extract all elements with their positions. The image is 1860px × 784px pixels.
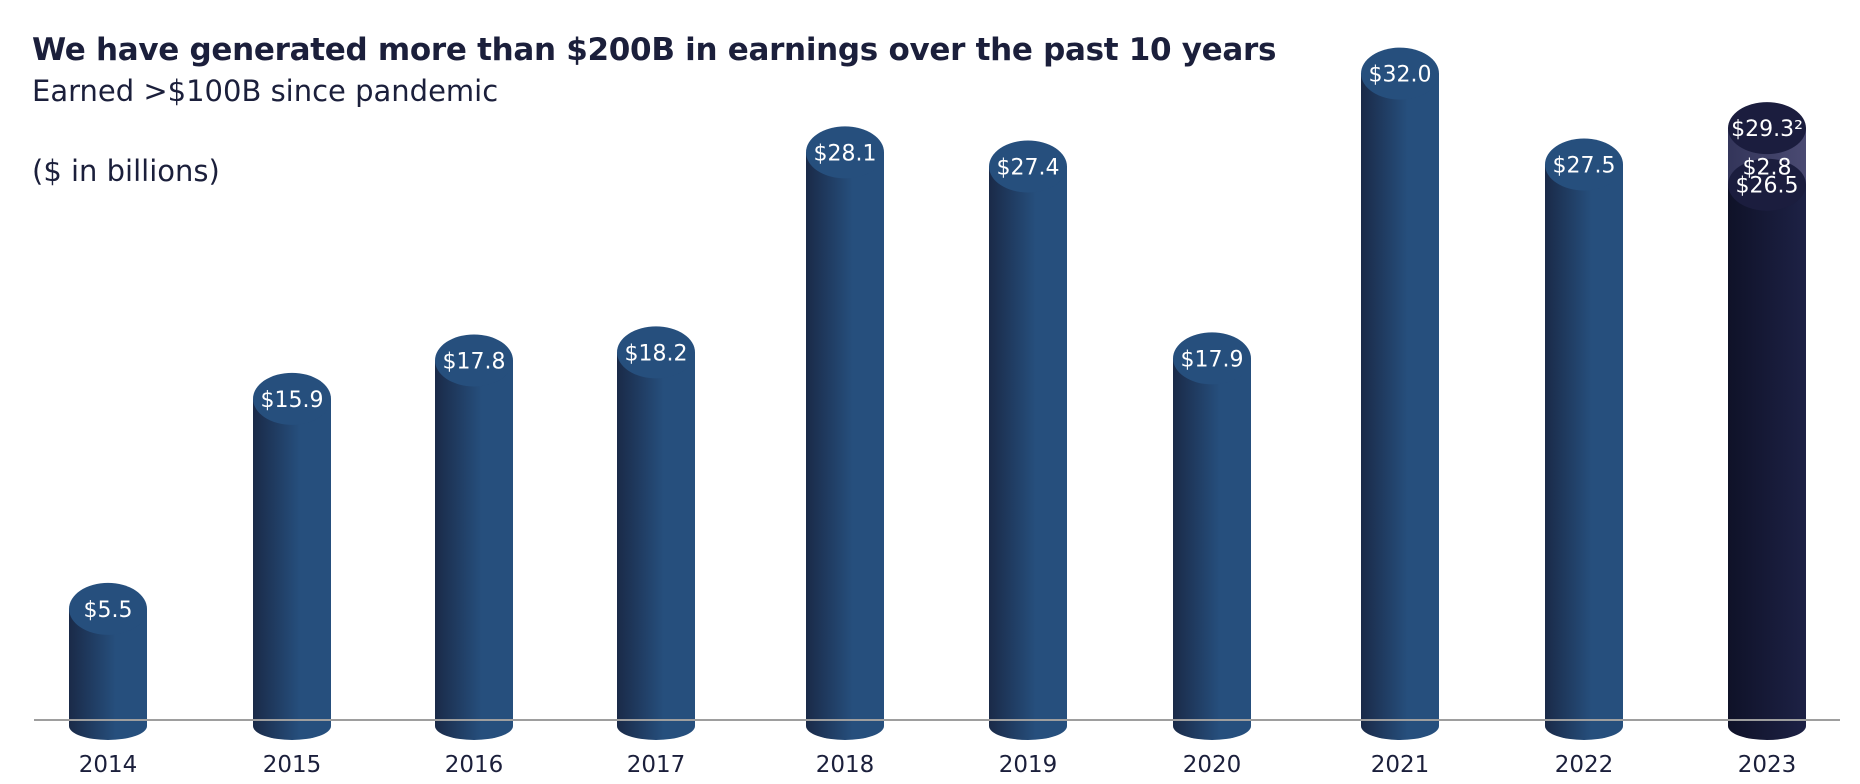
data-label-2022: $27.5: [1553, 154, 1616, 179]
data-label-2023-segment-2: $2.8: [1743, 155, 1792, 180]
chart-title: We have generated more than $200B in ear…: [32, 32, 1277, 68]
x-tick-2017: 2017: [627, 752, 686, 778]
bar-2022: $27.5: [1545, 138, 1623, 740]
bar-2014: $5.5: [69, 582, 147, 740]
bar-2015-body: [253, 398, 331, 740]
bar-2016-cap: [435, 334, 513, 387]
x-tick-2016: 2016: [445, 752, 504, 778]
bar-2021-cap: [1361, 47, 1439, 100]
data-label-2014: $5.5: [84, 598, 133, 623]
bar-2014-cap: [69, 582, 147, 635]
data-label-2018: $28.1: [814, 141, 877, 166]
bar-2017-body: [617, 352, 695, 740]
x-tick-2021: 2021: [1371, 752, 1430, 778]
bar-2018-cap: [806, 126, 884, 179]
data-label-2023-segment-1: $26.5: [1736, 174, 1799, 199]
bar-2022-body: [1545, 164, 1623, 740]
units-label: ($ in billions): [32, 154, 220, 188]
bar-2015: $15.9: [253, 372, 331, 740]
data-label-2021: $32.0: [1369, 63, 1432, 88]
bars-layer: $5.5 $15.9 $17.8 $18.2 $28.1 $27.4 $17.9 $32.0 $…: [69, 47, 1806, 741]
bar-2019-cap: [989, 140, 1067, 193]
x-tick-labels: 2014 2015 2016 2017 2018 2019 2020 2021 2022 2023: [79, 752, 1797, 778]
bar-2021: $32.0: [1361, 47, 1439, 741]
data-label-2017: $18.2: [625, 341, 688, 366]
bar-2015-cap: [253, 372, 331, 425]
bar-2020-body: [1173, 358, 1251, 740]
x-tick-2018: 2018: [816, 752, 875, 778]
data-label-2019: $27.4: [997, 156, 1060, 181]
bar-2017: $18.2: [617, 326, 695, 740]
bar-2019-body: [989, 166, 1067, 740]
bar-2023-segment-2-cap: [1728, 102, 1806, 155]
bar-2023-segment-1-cap: [1728, 158, 1806, 211]
bar-2016: $17.8: [435, 334, 513, 740]
x-tick-2019: 2019: [999, 752, 1058, 778]
bar-2018-body: [806, 152, 884, 740]
bar-2018: $28.1: [806, 126, 884, 740]
data-label-2023-total: $29.3²: [1731, 117, 1803, 142]
data-label-2020: $17.9: [1181, 347, 1244, 372]
x-tick-2014: 2014: [79, 752, 138, 778]
bar-2016-body: [435, 360, 513, 740]
x-tick-2020: 2020: [1183, 752, 1242, 778]
data-label-2016: $17.8: [443, 349, 506, 374]
bar-2014-body: [69, 608, 147, 740]
bar-2023: $29.3² $2.8$26.5: [1728, 102, 1806, 740]
bar-2020-cap: [1173, 332, 1251, 385]
bar-2021-body: [1361, 73, 1439, 741]
chart-subtitle: Earned >$100B since pandemic: [32, 74, 499, 108]
x-tick-2023: 2023: [1738, 752, 1797, 778]
data-label-2015: $15.9: [261, 388, 324, 413]
bar-2017-cap: [617, 326, 695, 379]
bar-2023-segment-1-body: [1728, 184, 1806, 740]
bar-2019: $27.4: [989, 140, 1067, 740]
bar-2020: $17.9: [1173, 332, 1251, 740]
x-tick-2015: 2015: [263, 752, 322, 778]
x-tick-2022: 2022: [1555, 752, 1614, 778]
bar-2022-cap: [1545, 138, 1623, 191]
